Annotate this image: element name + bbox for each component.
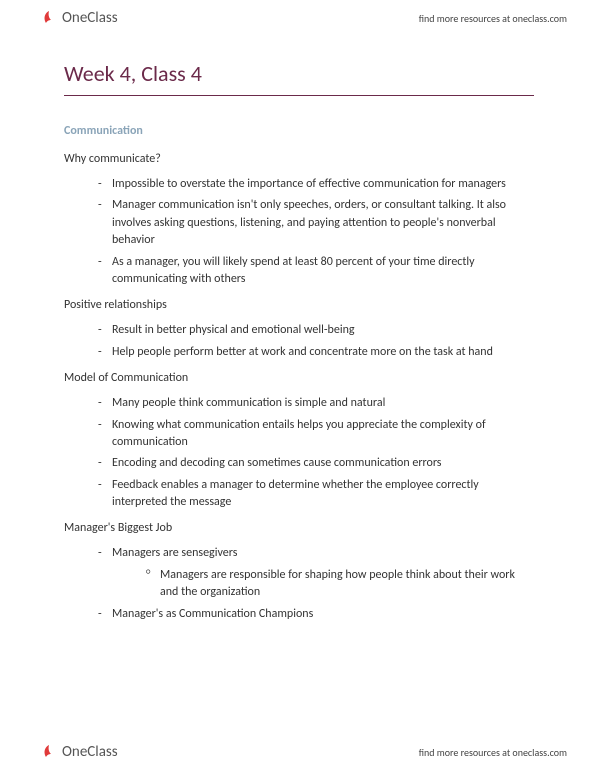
list-item: Impossible to overstate the importance o… bbox=[98, 176, 534, 193]
list-item: Help people perform better at work and c… bbox=[98, 344, 534, 361]
resources-link-header[interactable]: find more resources at oneclass.com bbox=[419, 12, 567, 25]
list-item-text: Help people perform better at work and c… bbox=[112, 345, 493, 359]
list-item-text: Result in better physical and emotional … bbox=[112, 323, 355, 337]
brand-text-one: One bbox=[62, 743, 87, 761]
bullet-list: Managers are sensegivers Managers are res… bbox=[64, 545, 534, 623]
list-item-text: As a manager, you will likely spend at l… bbox=[112, 255, 475, 286]
sub-bullet-list: Managers are responsible for shaping how… bbox=[112, 567, 534, 602]
list-item: Managers are sensegivers Managers are res… bbox=[98, 545, 534, 601]
content-groups: Why communicate? Impossible to overstate … bbox=[64, 152, 534, 623]
subheading: Model of Communication bbox=[64, 371, 534, 385]
brand-logo-footer: OneClass bbox=[40, 743, 118, 761]
list-item: Result in better physical and emotional … bbox=[98, 322, 534, 339]
page-title: Week 4, Class 4 bbox=[64, 60, 534, 96]
list-item: Feedback enables a manager to determine … bbox=[98, 477, 534, 512]
list-item: As a manager, you will likely spend at l… bbox=[98, 254, 534, 289]
bullet-list: Many people think communication is simpl… bbox=[64, 395, 534, 511]
list-item-text: Manager communication isn't only speeche… bbox=[112, 198, 506, 247]
leaf-icon bbox=[40, 743, 58, 761]
list-item: Manager communication isn't only speeche… bbox=[98, 197, 534, 249]
list-item-text: Feedback enables a manager to determine … bbox=[112, 478, 479, 509]
list-item-text: Managers are sensegivers bbox=[112, 546, 237, 560]
resources-link-footer[interactable]: find more resources at oneclass.com bbox=[419, 746, 567, 759]
list-item-text: Impossible to overstate the importance o… bbox=[112, 177, 506, 191]
leaf-icon bbox=[40, 9, 58, 27]
bullet-list: Impossible to overstate the importance o… bbox=[64, 176, 534, 288]
brand-text-class: Class bbox=[87, 743, 117, 761]
list-item: Managers are responsible for shaping how… bbox=[146, 567, 534, 602]
section-label: Communication bbox=[64, 124, 534, 138]
list-item: Knowing what communication entails helps… bbox=[98, 417, 534, 452]
list-item-text: Knowing what communication entails helps… bbox=[112, 418, 486, 449]
brand-logo-header: OneClass bbox=[40, 9, 118, 27]
list-item: Manager's as Communication Champions bbox=[98, 606, 534, 623]
list-item-text: Manager's as Communication Champions bbox=[112, 607, 313, 621]
subheading: Why communicate? bbox=[64, 152, 534, 166]
header-bar: OneClass find more resources at oneclass… bbox=[0, 0, 595, 36]
subheading: Manager's Biggest Job bbox=[64, 521, 534, 535]
subheading: Positive relationships bbox=[64, 298, 534, 312]
document-page: Week 4, Class 4 Communication Why commun… bbox=[64, 60, 534, 631]
brand-text-class: Class bbox=[87, 9, 117, 27]
list-item-text: Encoding and decoding can sometimes caus… bbox=[112, 456, 442, 470]
list-item: Encoding and decoding can sometimes caus… bbox=[98, 455, 534, 472]
bullet-list: Result in better physical and emotional … bbox=[64, 322, 534, 361]
list-item: Many people think communication is simpl… bbox=[98, 395, 534, 412]
list-item-text: Many people think communication is simpl… bbox=[112, 396, 385, 410]
list-item-text: Managers are responsible for shaping how… bbox=[160, 568, 515, 599]
footer-bar: OneClass find more resources at oneclass… bbox=[0, 734, 595, 770]
brand-text-one: One bbox=[62, 9, 87, 27]
